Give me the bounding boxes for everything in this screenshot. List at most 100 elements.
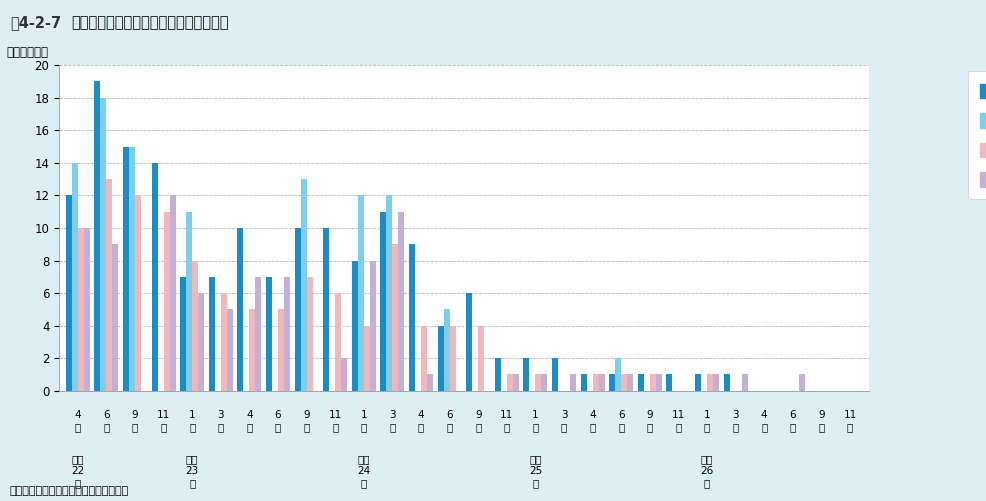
Bar	[580, 375, 586, 391]
Bar	[386, 195, 392, 391]
Bar	[408, 244, 414, 391]
Bar	[541, 375, 547, 391]
Text: 1
月: 1 月	[188, 410, 195, 432]
Text: 11
月: 11 月	[842, 410, 856, 432]
Bar	[364, 326, 370, 391]
Bar	[465, 293, 471, 391]
Bar	[798, 375, 804, 391]
Text: 6
月: 6 月	[617, 410, 624, 432]
Bar	[341, 358, 347, 391]
Bar	[523, 358, 528, 391]
Bar	[335, 293, 341, 391]
Text: 4
月: 4 月	[246, 410, 252, 432]
Bar	[152, 163, 158, 391]
Text: 4
月: 4 月	[760, 410, 767, 432]
Bar	[351, 261, 358, 391]
Bar	[569, 375, 576, 391]
Bar	[198, 293, 204, 391]
Bar	[712, 375, 718, 391]
Bar	[477, 326, 484, 391]
Text: 9
月: 9 月	[303, 410, 310, 432]
Text: 9
月: 9 月	[474, 410, 481, 432]
Text: 高辺台小学校における給食残食量の変化: 高辺台小学校における給食残食量の変化	[71, 15, 229, 30]
Bar	[249, 310, 255, 391]
Bar	[186, 212, 192, 391]
Text: 3
月: 3 月	[560, 410, 567, 432]
Bar	[322, 228, 329, 391]
Bar	[106, 179, 112, 391]
Bar	[694, 375, 700, 391]
Text: 平成
25
年: 平成 25 年	[528, 455, 541, 488]
Bar	[398, 212, 404, 391]
Text: 3
月: 3 月	[217, 410, 224, 432]
Text: 11
月: 11 月	[671, 410, 684, 432]
Bar	[598, 375, 604, 391]
Text: 9
月: 9 月	[817, 410, 824, 432]
Bar	[358, 195, 364, 391]
Text: 平成
26
年: 平成 26 年	[700, 455, 713, 488]
Bar	[740, 375, 746, 391]
Bar	[551, 358, 557, 391]
Bar	[506, 375, 513, 391]
Text: 1
月: 1 月	[531, 410, 538, 432]
Bar	[307, 277, 313, 391]
Text: 4
月: 4 月	[589, 410, 596, 432]
Bar	[112, 244, 118, 391]
Text: 6
月: 6 月	[789, 410, 796, 432]
Bar	[123, 147, 129, 391]
Bar	[265, 277, 272, 391]
Legend: 副食, 米飯, パン, 牛乳: 副食, 米飯, パン, 牛乳	[967, 71, 986, 199]
Text: 平成
22
年: 平成 22 年	[71, 455, 85, 488]
Bar	[192, 261, 198, 391]
Bar	[72, 163, 78, 391]
Bar	[443, 310, 450, 391]
Bar	[620, 375, 626, 391]
Bar	[221, 293, 227, 391]
Text: 4
月: 4 月	[417, 410, 424, 432]
Text: 4
月: 4 月	[74, 410, 81, 432]
Bar	[170, 195, 176, 391]
Bar	[180, 277, 186, 391]
Bar	[450, 326, 456, 391]
Bar	[649, 375, 655, 391]
Bar	[294, 228, 301, 391]
Bar	[227, 310, 233, 391]
Text: 6
月: 6 月	[103, 410, 109, 432]
Bar	[494, 358, 500, 391]
Bar	[592, 375, 598, 391]
Bar	[513, 375, 519, 391]
Bar	[637, 375, 643, 391]
Bar	[284, 277, 290, 391]
Bar	[84, 228, 90, 391]
Bar	[666, 375, 671, 391]
Text: 6
月: 6 月	[274, 410, 281, 432]
Text: 11
月: 11 月	[328, 410, 341, 432]
Text: 図4-2-7: 図4-2-7	[10, 15, 61, 30]
Text: 1
月: 1 月	[360, 410, 367, 432]
Bar	[380, 212, 386, 391]
Bar	[614, 358, 620, 391]
Text: 3
月: 3 月	[388, 410, 395, 432]
Text: （湿重量％）: （湿重量％）	[7, 46, 48, 59]
Bar	[301, 179, 307, 391]
Bar	[101, 98, 106, 391]
Bar	[655, 375, 662, 391]
Bar	[723, 375, 729, 391]
Bar	[238, 228, 244, 391]
Text: 11
月: 11 月	[157, 410, 170, 432]
Bar	[370, 261, 376, 391]
Bar	[129, 147, 135, 391]
Bar	[164, 212, 170, 391]
Text: 資料：高辺台小学校提供データより作成: 資料：高辺台小学校提供データより作成	[10, 486, 129, 496]
Bar	[706, 375, 712, 391]
Bar	[78, 228, 84, 391]
Bar	[392, 244, 398, 391]
Text: 平成
23
年: 平成 23 年	[185, 455, 198, 488]
Text: 1
月: 1 月	[703, 410, 710, 432]
Bar	[608, 375, 614, 391]
Text: 平成
24
年: 平成 24 年	[357, 455, 370, 488]
Text: 9
月: 9 月	[131, 410, 138, 432]
Bar	[534, 375, 541, 391]
Bar	[95, 82, 101, 391]
Text: 6
月: 6 月	[446, 410, 453, 432]
